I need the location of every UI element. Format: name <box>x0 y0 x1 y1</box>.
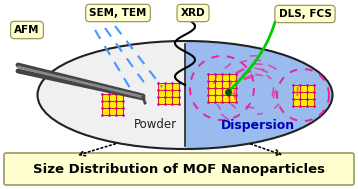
Bar <box>229 81 236 88</box>
Bar <box>171 97 179 104</box>
Text: AFM: AFM <box>14 25 40 35</box>
Text: SEM, TEM: SEM, TEM <box>89 8 147 18</box>
Bar <box>215 95 222 102</box>
Bar <box>158 83 164 90</box>
Bar <box>300 84 306 91</box>
Bar <box>116 108 122 115</box>
Bar <box>108 108 116 115</box>
Text: Size Distribution of MOF Nanoparticles: Size Distribution of MOF Nanoparticles <box>33 163 325 177</box>
Polygon shape <box>38 41 185 149</box>
Bar <box>306 98 314 105</box>
Bar <box>229 88 236 95</box>
Bar <box>108 101 116 108</box>
Text: DLS, FCS: DLS, FCS <box>279 9 332 19</box>
Bar <box>215 88 222 95</box>
Bar <box>300 98 306 105</box>
Bar <box>222 74 229 81</box>
Bar <box>292 84 300 91</box>
Bar <box>108 94 116 101</box>
Bar <box>164 83 171 90</box>
Bar <box>215 81 222 88</box>
Bar <box>292 91 300 98</box>
Bar <box>102 94 108 101</box>
Bar <box>158 97 164 104</box>
Text: Powder: Powder <box>134 119 176 132</box>
Bar <box>158 90 164 97</box>
Bar <box>229 74 236 81</box>
Bar <box>116 94 122 101</box>
Bar <box>222 95 229 102</box>
Bar <box>222 81 229 88</box>
Bar <box>215 74 222 81</box>
Bar <box>102 108 108 115</box>
Bar <box>171 90 179 97</box>
Bar <box>292 98 300 105</box>
Polygon shape <box>185 41 333 149</box>
Bar <box>306 84 314 91</box>
Bar <box>164 97 171 104</box>
Bar <box>171 83 179 90</box>
Bar <box>229 95 236 102</box>
Text: Dispersion: Dispersion <box>221 119 295 132</box>
Bar <box>208 95 215 102</box>
Bar <box>164 90 171 97</box>
Bar <box>116 101 122 108</box>
FancyBboxPatch shape <box>4 153 354 185</box>
Bar <box>306 91 314 98</box>
Text: XRD: XRD <box>181 8 205 18</box>
Bar <box>222 88 229 95</box>
Bar <box>208 88 215 95</box>
Bar <box>102 101 108 108</box>
Bar <box>300 91 306 98</box>
Bar <box>208 74 215 81</box>
Bar <box>208 81 215 88</box>
